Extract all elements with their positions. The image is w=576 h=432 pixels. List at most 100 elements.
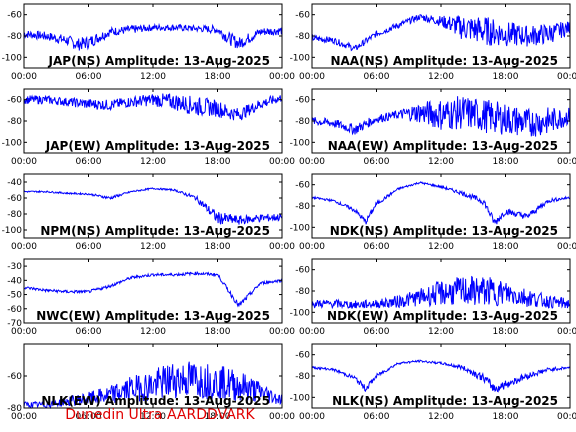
chart-title-1: NAA(NS) Amplitude: 13-Aug-2025 <box>330 54 558 68</box>
chart-title-3: NAA(EW) Amplitude: 13-Aug-2025 <box>328 139 558 153</box>
x-tick-label-1-4: 00:00 <box>557 72 576 82</box>
signal-trace-8 <box>23 361 283 410</box>
x-tick-label-4-0: 00:00 <box>11 242 37 252</box>
chart-title-6: NWC(EW) Amplitude: 13-Aug-2025 <box>36 309 270 323</box>
y-tick-label-6-4: -70 <box>7 319 22 329</box>
chart-title-2: JAP(EW) Amplitude: 13-Aug-2025 <box>45 139 270 153</box>
x-tick-label-5-4: 00:00 <box>557 242 576 252</box>
x-tick-label-9-0: 00:00 <box>299 412 325 422</box>
x-tick-label-6-1: 06:00 <box>76 327 102 337</box>
x-tick-label-7-4: 00:00 <box>557 327 576 337</box>
signal-trace-7 <box>311 275 571 310</box>
y-tick-label-9-2: -100 <box>290 393 311 403</box>
x-tick-label-8-0: 00:00 <box>11 412 37 422</box>
x-tick-label-1-3: 18:00 <box>493 72 519 82</box>
x-tick-label-2-2: 12:00 <box>140 157 166 167</box>
x-tick-label-0-3: 18:00 <box>205 72 231 82</box>
chart-title-7: NDK(EW) Amplitude: 13-Aug-2025 <box>327 309 558 323</box>
y-tick-label-7-1: -80 <box>295 287 310 297</box>
chart-title-4: NPM(NS) Amplitude: 13-Aug-2025 <box>40 224 270 238</box>
chart-title-8: NLK(EW) Amplitude: 13-Aug-2025 <box>41 394 270 408</box>
y-tick-label-7-2: -100 <box>290 308 311 318</box>
x-tick-label-8-1: 06:00 <box>76 412 102 422</box>
x-tick-label-9-3: 18:00 <box>493 412 519 422</box>
y-tick-label-5-1: -80 <box>295 202 310 212</box>
signal-trace-1 <box>311 13 571 52</box>
footer-caption: Dunedin Ultra AARDDVARK <box>65 407 255 423</box>
x-tick-label-7-0: 00:00 <box>299 327 325 337</box>
y-tick-label-6-0: -30 <box>7 262 22 272</box>
x-tick-label-7-1: 06:00 <box>364 327 390 337</box>
x-tick-label-9-2: 12:00 <box>428 412 454 422</box>
x-tick-label-0-2: 12:00 <box>140 72 166 82</box>
y-tick-label-9-1: -80 <box>295 372 310 382</box>
x-tick-label-8-2: 12:00 <box>140 412 166 422</box>
x-tick-label-8-3: 18:00 <box>205 412 231 422</box>
y-tick-label-8-0: -60 <box>7 372 22 382</box>
x-tick-label-7-3: 18:00 <box>493 327 519 337</box>
x-tick-label-4-2: 12:00 <box>140 242 166 252</box>
x-tick-label-1-1: 06:00 <box>364 72 390 82</box>
y-tick-label-5-2: -100 <box>290 223 311 233</box>
y-tick-label-1-0: -60 <box>295 11 310 21</box>
x-tick-label-5-3: 18:00 <box>493 242 519 252</box>
x-tick-label-5-1: 06:00 <box>364 242 390 252</box>
y-tick-label-4-2: -80 <box>7 210 22 220</box>
x-tick-label-2-1: 06:00 <box>76 157 102 167</box>
y-tick-label-2-1: -80 <box>7 117 22 127</box>
signal-trace-2 <box>23 93 283 121</box>
x-tick-label-7-2: 12:00 <box>428 327 454 337</box>
signal-trace-0 <box>23 22 283 51</box>
x-tick-label-5-2: 12:00 <box>428 242 454 252</box>
x-tick-label-4-3: 18:00 <box>205 242 231 252</box>
x-tick-label-0-0: 00:00 <box>11 72 37 82</box>
y-tick-label-7-0: -60 <box>295 266 310 276</box>
signal-trace-4 <box>23 187 283 225</box>
y-tick-label-5-0: -60 <box>295 181 310 191</box>
signal-trace-3 <box>311 96 571 137</box>
y-tick-label-9-0: -60 <box>295 351 310 361</box>
x-tick-label-9-1: 06:00 <box>364 412 390 422</box>
y-tick-label-4-3: -100 <box>2 226 23 236</box>
x-tick-label-0-4: 00:00 <box>269 72 295 82</box>
y-tick-label-6-2: -50 <box>7 291 22 301</box>
x-tick-label-3-0: 00:00 <box>299 157 325 167</box>
x-tick-label-4-1: 06:00 <box>76 242 102 252</box>
y-tick-label-3-2: -100 <box>290 138 311 148</box>
y-tick-label-0-2: -100 <box>2 53 23 63</box>
y-tick-label-1-1: -80 <box>295 32 310 42</box>
signal-trace-5 <box>311 181 571 225</box>
y-tick-label-3-0: -60 <box>295 96 310 106</box>
chart-title-0: JAP(NS) Amplitude: 13-Aug-2025 <box>48 54 270 68</box>
x-tick-label-5-0: 00:00 <box>299 242 325 252</box>
x-tick-label-1-2: 12:00 <box>428 72 454 82</box>
y-tick-label-2-0: -60 <box>7 96 22 106</box>
x-tick-label-8-4: 00:00 <box>269 412 295 422</box>
y-tick-label-8-1: -80 <box>7 404 22 414</box>
y-tick-label-3-1: -80 <box>295 117 310 127</box>
x-tick-label-2-0: 00:00 <box>11 157 37 167</box>
x-tick-label-3-4: 00:00 <box>557 157 576 167</box>
y-tick-label-0-0: -60 <box>7 11 22 21</box>
y-tick-label-2-2: -100 <box>2 138 23 148</box>
x-tick-label-0-1: 06:00 <box>76 72 102 82</box>
signal-trace-9 <box>311 359 571 393</box>
chart-title-5: NDK(NS) Amplitude: 13-Aug-2025 <box>330 224 558 238</box>
x-tick-label-9-4: 00:00 <box>557 412 576 422</box>
y-tick-label-6-1: -40 <box>7 276 22 286</box>
y-tick-label-4-0: -40 <box>7 178 22 188</box>
chart-title-9: NLK(NS) Amplitude: 13-Aug-2025 <box>332 394 558 408</box>
x-tick-label-2-3: 18:00 <box>205 157 231 167</box>
x-tick-label-3-3: 18:00 <box>493 157 519 167</box>
x-tick-label-4-4: 00:00 <box>269 242 295 252</box>
x-tick-label-6-0: 00:00 <box>11 327 37 337</box>
x-tick-label-1-0: 00:00 <box>299 72 325 82</box>
y-tick-label-6-3: -60 <box>7 305 22 315</box>
y-tick-label-1-2: -100 <box>290 53 311 63</box>
y-tick-label-4-1: -60 <box>7 194 22 204</box>
x-tick-label-6-3: 18:00 <box>205 327 231 337</box>
x-tick-label-3-1: 06:00 <box>364 157 390 167</box>
signal-trace-6 <box>24 270 283 308</box>
x-tick-label-2-4: 00:00 <box>269 157 295 167</box>
